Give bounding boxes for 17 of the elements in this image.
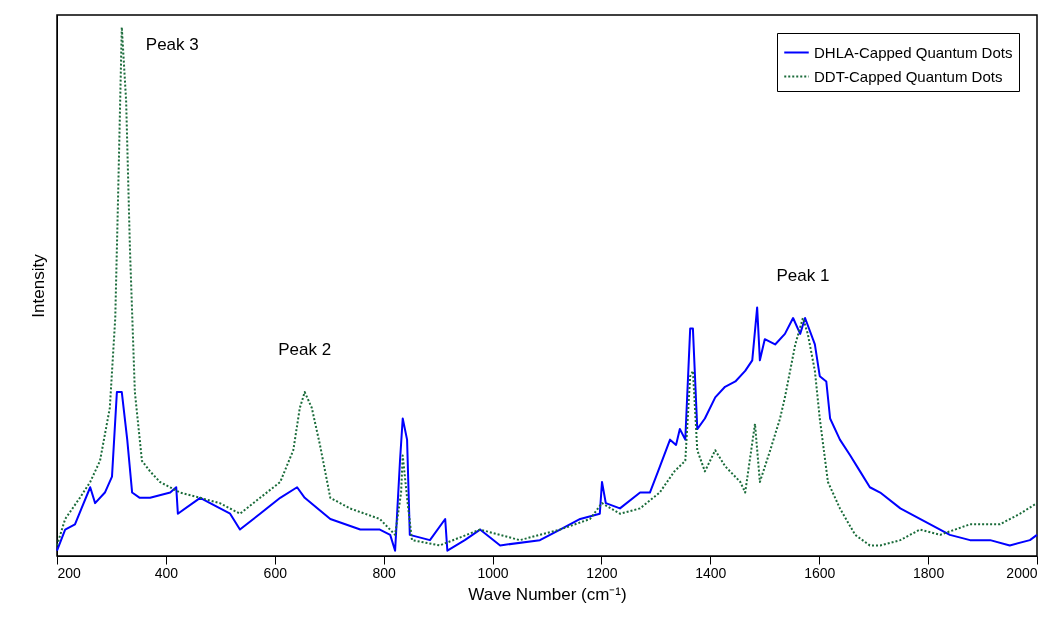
x-tick-label: 1200 xyxy=(586,564,618,581)
x-tick-label: 400 xyxy=(154,564,179,581)
x-tick-label: 800 xyxy=(372,564,397,581)
legend-label: DHLA-Capped Quantum Dots xyxy=(814,43,1013,61)
x-tick-label: 200 xyxy=(57,564,82,581)
x-tick-label: 1600 xyxy=(804,564,836,581)
x-tick-label: 1800 xyxy=(913,564,945,581)
x-tick-label: 600 xyxy=(263,564,288,581)
annotation: Peak 3 xyxy=(145,35,199,55)
x-axis-title: Wave Number (cm⁻¹) xyxy=(468,584,627,604)
x-tick-label: 2000 xyxy=(1006,564,1038,581)
annotation: Peak 2 xyxy=(278,340,332,360)
x-tick-label: 1000 xyxy=(477,564,509,581)
y-axis-title: Intensity xyxy=(28,253,48,318)
annotation: Peak 1 xyxy=(776,266,830,286)
legend-label: DDT-Capped Quantum Dots xyxy=(814,67,1003,85)
x-tick-label: 1400 xyxy=(695,564,727,581)
